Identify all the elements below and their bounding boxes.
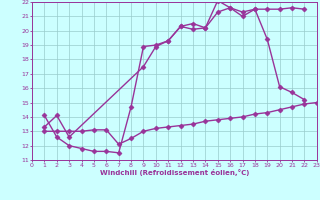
X-axis label: Windchill (Refroidissement éolien,°C): Windchill (Refroidissement éolien,°C) — [100, 169, 249, 176]
